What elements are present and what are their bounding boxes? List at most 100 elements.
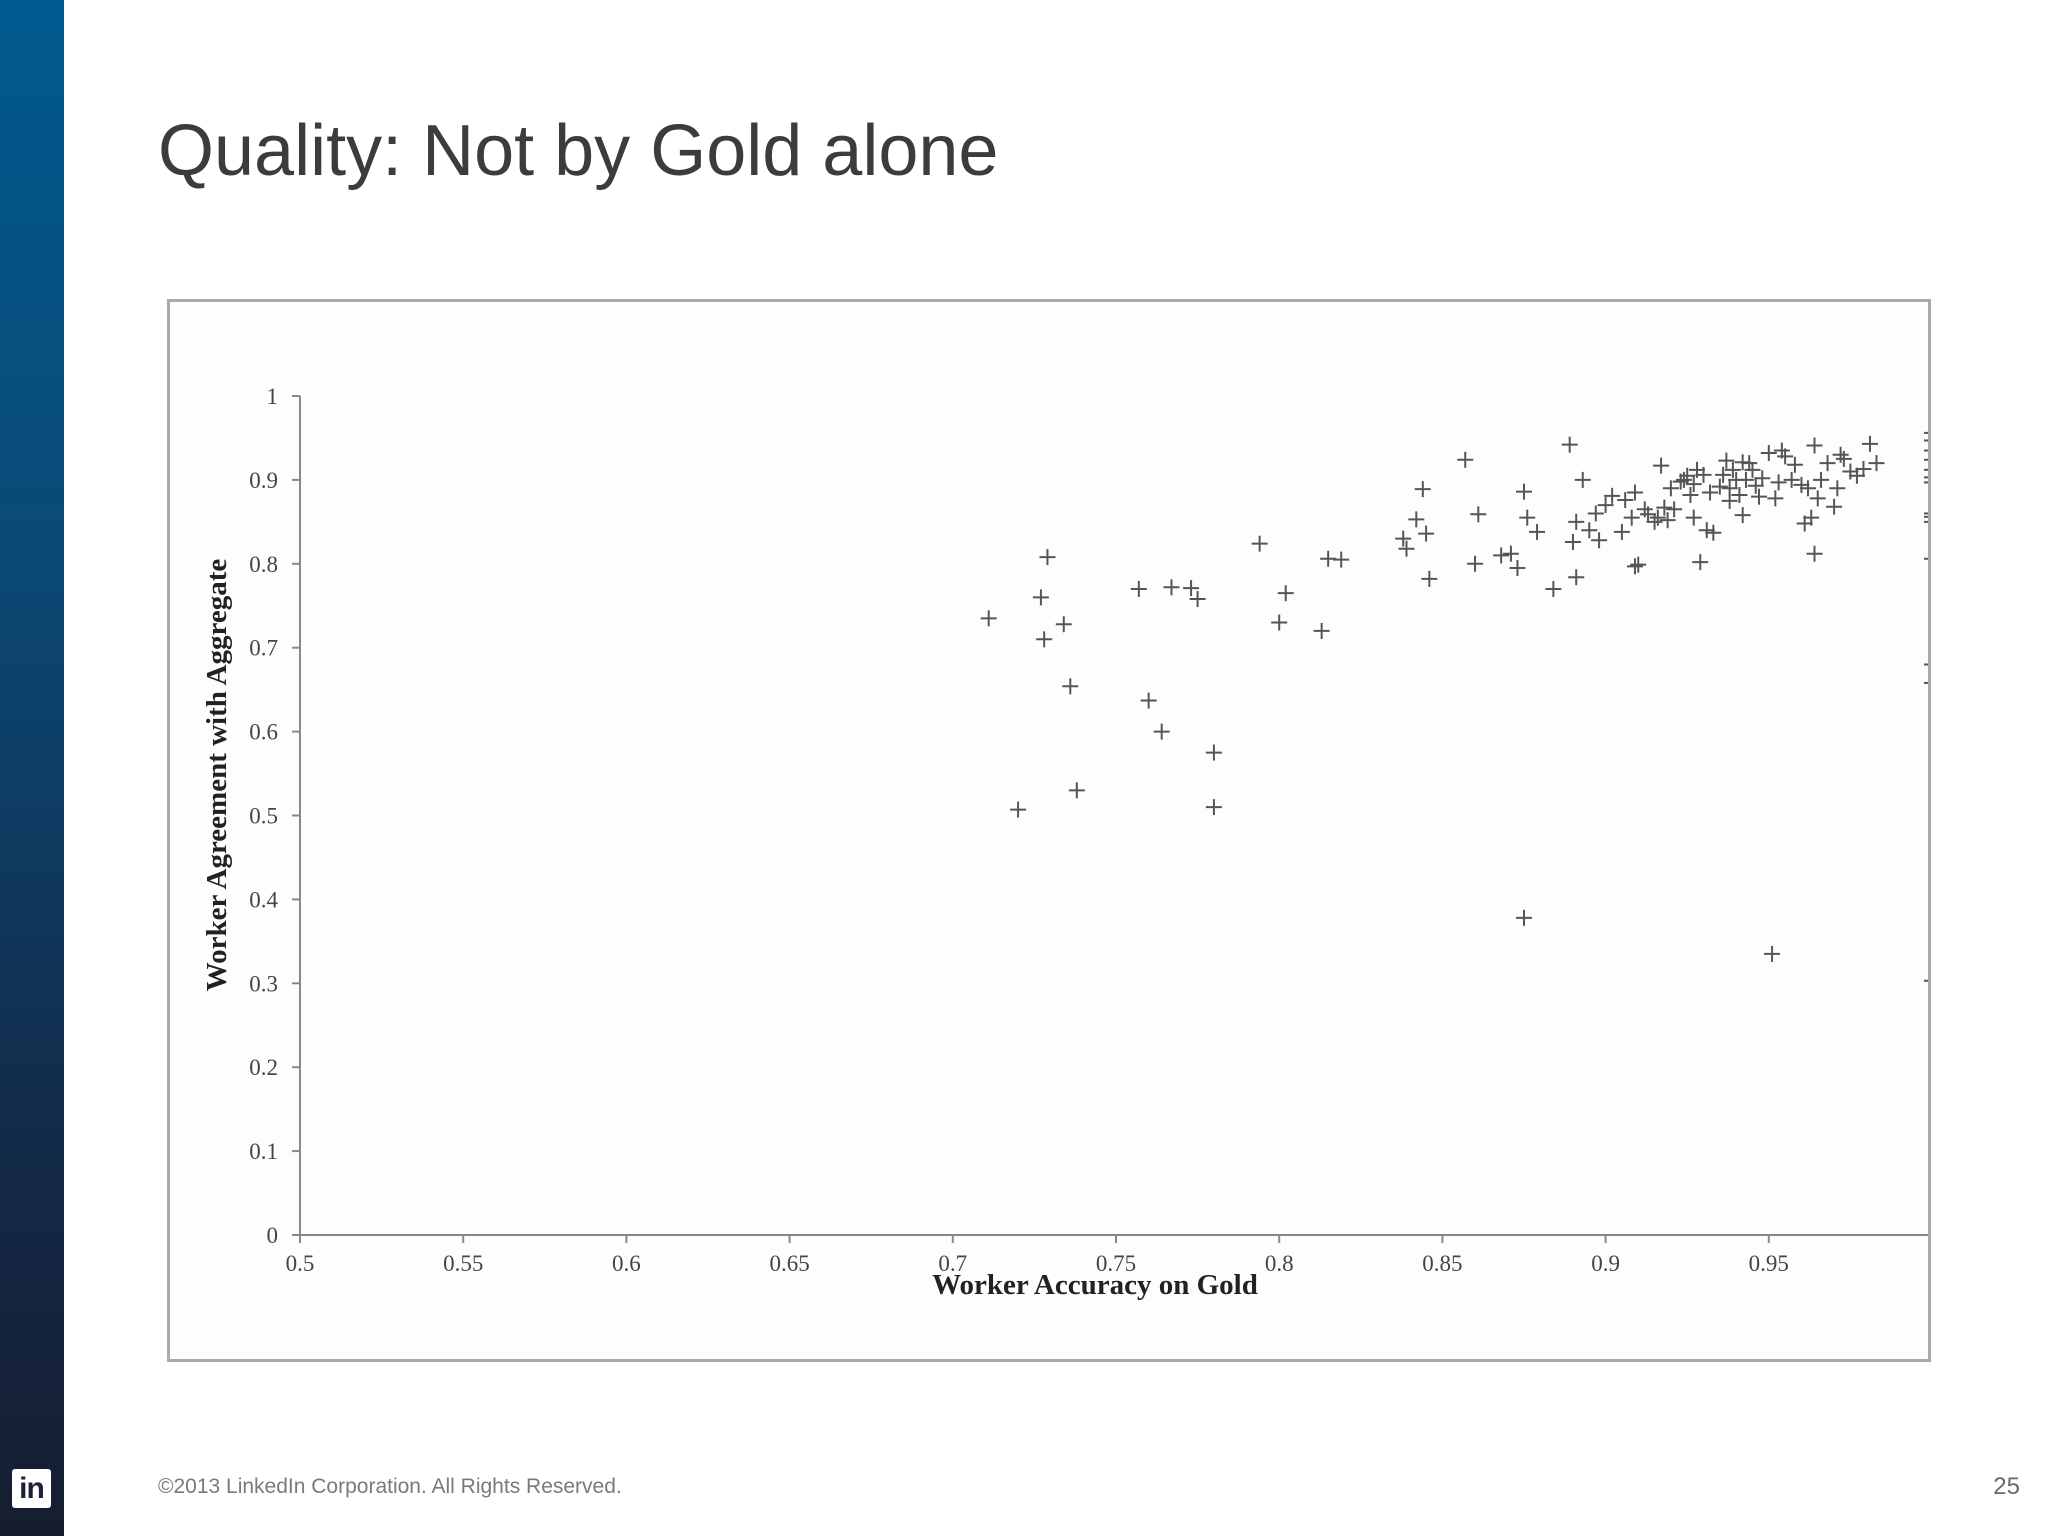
- data-point: [1770, 474, 1787, 491]
- y-axis-label: Worker Agreement with Aggregate: [201, 559, 233, 992]
- data-point: [1848, 467, 1865, 484]
- data-point: [1715, 466, 1732, 483]
- data-point: [1924, 515, 1928, 518]
- y-tick-label: 0.2: [249, 1055, 278, 1080]
- data-point: [1861, 435, 1878, 452]
- page-number: 25: [1993, 1473, 2020, 1500]
- data-point: [1062, 678, 1079, 695]
- data-point: [1803, 509, 1820, 526]
- data-point: [1395, 530, 1412, 547]
- x-tick-label: 0.65: [769, 1251, 809, 1276]
- data-point: [1924, 458, 1928, 461]
- data-point: [1467, 555, 1484, 572]
- data-point: [1597, 497, 1614, 514]
- x-tick-label: 0.8: [1265, 1251, 1294, 1276]
- data-point: [1613, 523, 1630, 540]
- data-point: [1855, 460, 1872, 477]
- brand-sidebar: [0, 0, 64, 1536]
- slide-title: Quality: Not by Gold alone: [158, 111, 999, 191]
- data-point: [1153, 723, 1170, 740]
- x-axis-label: Worker Accuracy on Gold: [932, 1269, 1258, 1301]
- data-point: [1679, 467, 1696, 484]
- data-point: [1721, 492, 1738, 509]
- y-tick-label: 1: [267, 384, 279, 409]
- data-point: [1924, 481, 1928, 484]
- data-point: [1626, 558, 1643, 575]
- data-point: [1626, 484, 1643, 501]
- data-point: [1751, 488, 1768, 505]
- y-tick-label: 0.9: [249, 468, 278, 493]
- data-point: [1010, 801, 1027, 818]
- data-point: [1734, 507, 1751, 524]
- data-point: [1698, 522, 1715, 539]
- x-tick-label: 0.5: [286, 1251, 315, 1276]
- data-point: [1924, 979, 1928, 982]
- x-tick-label: 0.9: [1591, 1251, 1620, 1276]
- data-point: [1623, 509, 1640, 526]
- data-point: [1591, 532, 1608, 549]
- data-point: [1692, 554, 1709, 571]
- data-point: [1659, 512, 1676, 529]
- data-point: [1924, 663, 1928, 666]
- data-point: [1502, 545, 1519, 562]
- data-point: [1604, 487, 1621, 504]
- data-point: [1835, 450, 1852, 467]
- data-point: [1819, 455, 1836, 472]
- data-point: [1760, 445, 1777, 462]
- data-point: [1036, 631, 1053, 648]
- footer-copyright: ©2013 LinkedIn Corporation. All Rights R…: [158, 1475, 622, 1498]
- data-point: [1666, 501, 1683, 518]
- data-point: [1767, 490, 1784, 507]
- data-point: [1414, 481, 1431, 498]
- data-point: [1649, 509, 1666, 526]
- data-point: [1924, 557, 1928, 560]
- y-tick-label: 0.4: [249, 887, 278, 912]
- data-point: [1561, 436, 1578, 453]
- y-tick-label: 0.5: [249, 804, 278, 829]
- data-point: [980, 610, 997, 627]
- x-tick-label: 0.75: [1096, 1251, 1136, 1276]
- data-point: [1813, 471, 1830, 488]
- x-tick-label: 0.85: [1422, 1251, 1462, 1276]
- scatter-chart: 0.5 0.55 0.6 0.65 0.7 0.75 0.8 0.85 0.9 0.95 1 0 0.1…: [201, 384, 1928, 1301]
- y-tick-label: 0: [267, 1223, 279, 1248]
- data-point: [1529, 523, 1546, 540]
- data-point: [1653, 457, 1670, 474]
- data-point: [1068, 782, 1085, 799]
- data-point: [1711, 478, 1728, 495]
- data-point: [1924, 681, 1928, 684]
- data-point: [1205, 799, 1222, 816]
- data-point: [1777, 448, 1794, 465]
- data-point: [1826, 498, 1843, 515]
- y-tick-label: 0.1: [249, 1139, 278, 1164]
- data-point: [1747, 477, 1764, 494]
- y-tick-label: 0.7: [249, 636, 278, 661]
- data-point: [1568, 569, 1585, 586]
- data-point: [1685, 509, 1702, 526]
- data-point: [1924, 468, 1928, 471]
- data-point: [1183, 580, 1200, 597]
- data-point: [1646, 513, 1663, 530]
- chart-frame: 0.5 0.55 0.6 0.65 0.7 0.75 0.8 0.85 0.9 0.95 1 0 0.1…: [167, 299, 1931, 1362]
- x-tick-label: 0.6: [612, 1251, 641, 1276]
- data-point: [1806, 437, 1823, 454]
- x-tick-label: 1: [1926, 1251, 1928, 1276]
- data-point: [1509, 559, 1526, 576]
- data-point: [1662, 480, 1679, 497]
- data-point: [1189, 591, 1206, 608]
- data-point: [1205, 744, 1222, 761]
- data-point: [1705, 524, 1722, 541]
- data-point: [1313, 622, 1330, 639]
- data-point: [1685, 476, 1702, 493]
- data-point: [1130, 580, 1147, 597]
- data-point: [1163, 579, 1180, 596]
- data-point: [1799, 480, 1816, 497]
- data-point: [1587, 505, 1604, 522]
- data-point: [1333, 551, 1350, 568]
- data-point: [1055, 616, 1072, 633]
- data-point: [1516, 909, 1532, 926]
- data-point: [1564, 533, 1581, 550]
- data-point: [1630, 556, 1647, 573]
- x-tick-label: 0.95: [1749, 1251, 1789, 1276]
- data-point: [1832, 446, 1849, 463]
